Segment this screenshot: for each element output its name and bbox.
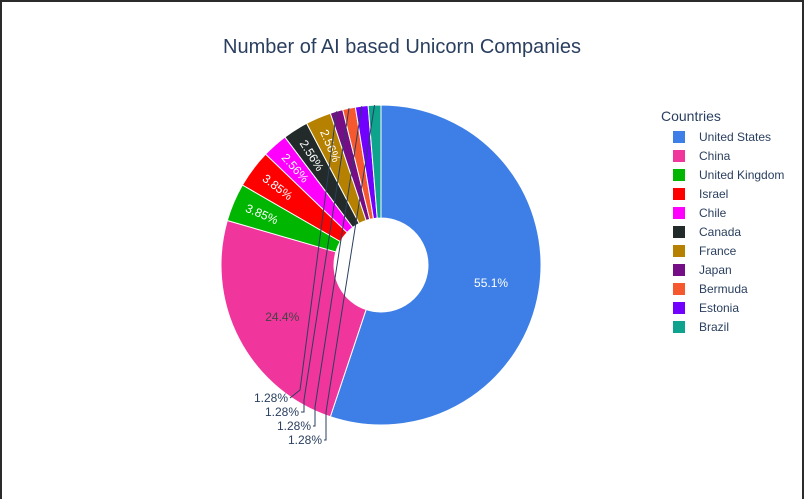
slices bbox=[220, 104, 542, 426]
legend-item-china[interactable]: China bbox=[699, 149, 731, 163]
leader-line-estonia bbox=[313, 106, 363, 427]
legend-swatch-united-states[interactable] bbox=[673, 131, 685, 143]
legend-title: Countries bbox=[661, 108, 721, 124]
slice-label-bermuda: 1.28% bbox=[265, 405, 299, 419]
slice-label-china: 24.4% bbox=[265, 310, 299, 324]
legend-swatch-canada[interactable] bbox=[673, 226, 685, 238]
legend-swatch-brazil[interactable] bbox=[673, 321, 685, 333]
legend-swatch-estonia[interactable] bbox=[673, 302, 685, 314]
legend-item-bermuda[interactable]: Bermuda bbox=[699, 282, 748, 296]
legend-item-brazil[interactable]: Brazil bbox=[699, 320, 729, 334]
legend-item-canada[interactable]: Canada bbox=[699, 225, 741, 239]
legend-item-estonia[interactable]: Estonia bbox=[699, 301, 739, 315]
slice-label-brazil: 1.28% bbox=[288, 433, 322, 447]
legend-swatch-china[interactable] bbox=[673, 150, 685, 162]
legend-item-united-kingdom[interactable]: United Kingdom bbox=[699, 168, 784, 182]
slice-brazil[interactable] bbox=[367, 104, 382, 219]
leader-line-japan bbox=[289, 111, 337, 399]
legend-item-united-states[interactable]: United States bbox=[699, 130, 771, 144]
chart-title: Number of AI based Unicorn Companies bbox=[223, 36, 581, 58]
legend-swatch-france[interactable] bbox=[673, 245, 685, 257]
legend-item-france[interactable]: France bbox=[699, 244, 737, 258]
slice-label-japan: 1.28% bbox=[254, 391, 288, 405]
leader-line-brazil bbox=[324, 105, 376, 441]
leader-line-bermuda bbox=[301, 108, 350, 413]
legend-swatch-united-kingdom[interactable] bbox=[673, 169, 685, 181]
legend-item-chile[interactable]: Chile bbox=[699, 206, 727, 220]
legend-swatch-chile[interactable] bbox=[673, 207, 685, 219]
legend-swatch-bermuda[interactable] bbox=[673, 283, 685, 295]
slice-united-states[interactable] bbox=[329, 104, 542, 426]
slice-label-united-states: 55.1% bbox=[474, 276, 508, 290]
legend-swatch-israel[interactable] bbox=[673, 188, 685, 200]
slice-china[interactable] bbox=[220, 219, 367, 418]
legend-item-israel[interactable]: Israel bbox=[699, 187, 728, 201]
legend-swatch-japan[interactable] bbox=[673, 264, 685, 276]
legend: Countries United States China United Kingd… bbox=[661, 108, 784, 334]
legend-item-japan[interactable]: Japan bbox=[699, 263, 732, 277]
slice-label-estonia: 1.28% bbox=[277, 419, 311, 433]
